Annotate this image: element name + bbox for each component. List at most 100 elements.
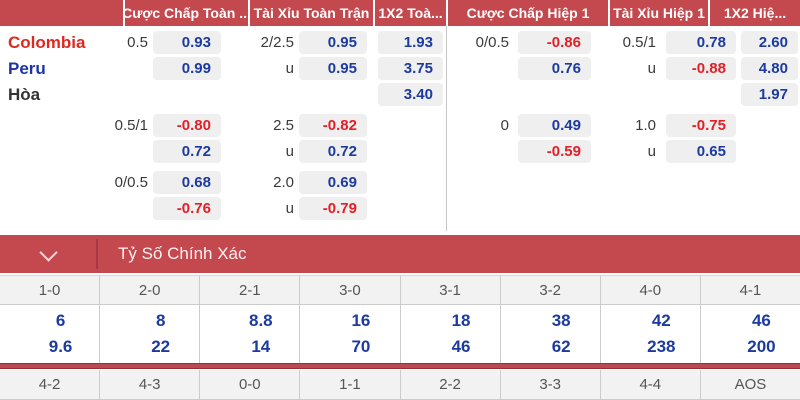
score-odds-bottom[interactable]: 14: [251, 337, 271, 356]
score-header-row-2: 4-2 4-3 0-0 1-1 2-2 3-3 4-4 AOS: [0, 370, 800, 400]
odds-pill-ou-h1[interactable]: [666, 197, 736, 220]
odds-pill-ou-ft[interactable]: -0.79: [299, 197, 367, 220]
odds-pill-1x2-ft[interactable]: 1.93: [378, 31, 443, 54]
score-header-row-1: 1-0 2-0 2-1 3-0 3-1 3-2 4-0 4-1: [0, 275, 800, 305]
odds-pill-1x2-h1[interactable]: [741, 114, 798, 137]
odds-table-header: Cược Chấp Toàn ... Tài Xỉu Toàn Trận 1X2…: [0, 0, 800, 26]
score-odds-top[interactable]: 6: [55, 311, 66, 330]
handicap-line-h1: 0: [500, 117, 509, 134]
odds-pill-1x2-ft[interactable]: 3.75: [378, 57, 443, 80]
total-line: u: [285, 60, 294, 77]
handicap-line: 0.5: [127, 34, 148, 51]
odds-pill-ou-ft[interactable]: 0.95: [299, 31, 367, 54]
score-label: 3-1: [400, 275, 501, 305]
col-header-overunder-fulltime: Tài Xỉu Toàn Trận: [248, 0, 373, 26]
score-label: 3-2: [500, 275, 601, 305]
odds-row: 0.5/1 -0.80 2.5 -0.82 0 0.49 1.0 -0.75: [0, 114, 800, 137]
odds-pill-ou-h1[interactable]: -0.75: [666, 114, 736, 137]
collapse-toggle[interactable]: [0, 235, 96, 273]
odds-table-body: Colombia 0.5 0.93 2/2.5 0.95 1.93 0/0.5 …: [0, 26, 800, 231]
odds-pill-ah-ft[interactable]: 0.68: [153, 171, 221, 194]
odds-pill-ou-ft[interactable]: -0.82: [299, 114, 367, 137]
odds-pill-ah-h1[interactable]: 0.49: [518, 114, 591, 137]
handicap-line: 0.5/1: [114, 117, 148, 134]
odds-pill-ah-h1[interactable]: [518, 171, 591, 194]
total-line: 2.0: [273, 174, 294, 191]
score-label: 0-0: [200, 370, 301, 400]
score-odds-column: 8 22: [100, 305, 201, 363]
odds-pill-ah-ft[interactable]: 0.72: [153, 140, 221, 163]
odds-pill-ou-h1[interactable]: [666, 171, 736, 194]
odds-pill-ah-h1[interactable]: -0.86: [518, 31, 591, 54]
score-odds-bottom[interactable]: 238: [647, 337, 676, 356]
section-header-divider: [96, 239, 98, 269]
score-odds-top[interactable]: 42: [651, 311, 671, 330]
score-odds-top[interactable]: 8: [155, 311, 166, 330]
odds-pill-1x2-ft[interactable]: [378, 114, 443, 137]
odds-pill-1x2-h1[interactable]: [741, 197, 798, 220]
odds-pill-ou-h1[interactable]: 0.78: [666, 31, 736, 54]
odds-pill-1x2-h1[interactable]: [741, 171, 798, 194]
score-odds-top[interactable]: 18: [451, 311, 471, 330]
halves-divider: [446, 26, 447, 231]
odds-pill-ou-h1[interactable]: 0.65: [666, 140, 736, 163]
odds-pill-ou-ft[interactable]: 0.95: [299, 57, 367, 80]
odds-pill-ou-ft[interactable]: [299, 83, 367, 106]
col-header-overunder-half1: Tài Xỉu Hiệp 1: [608, 0, 708, 26]
chevron-down-icon: [38, 242, 58, 262]
odds-pill-1x2-h1[interactable]: [741, 140, 798, 163]
score-label: 4-0: [600, 275, 701, 305]
odds-row: 0.72 u 0.72 -0.59 u 0.65: [0, 140, 800, 163]
odds-pill-ah-h1[interactable]: [518, 197, 591, 220]
score-label: 4-3: [100, 370, 201, 400]
score-odds-bottom[interactable]: 62: [551, 337, 571, 356]
odds-pill-ou-ft[interactable]: 0.72: [299, 140, 367, 163]
odds-pill-ah-h1[interactable]: [518, 83, 591, 106]
odds-pill-ah-ft[interactable]: -0.80: [153, 114, 221, 137]
section-title: Tỷ Số Chính Xác: [118, 244, 247, 263]
correct-score-section-header: Tỷ Số Chính Xác: [0, 235, 800, 273]
score-odds-top[interactable]: 8.8: [248, 311, 273, 330]
score-odds-bottom[interactable]: 22: [151, 337, 171, 356]
score-odds-top[interactable]: 46: [751, 311, 771, 330]
section-divider: [0, 363, 800, 369]
odds-pill-ou-h1[interactable]: [666, 83, 736, 106]
odds-pill-ou-ft[interactable]: 0.69: [299, 171, 367, 194]
odds-pill-1x2-ft[interactable]: 3.40: [378, 83, 443, 106]
odds-pill-1x2-ft[interactable]: [378, 171, 443, 194]
score-odds-top[interactable]: 38: [551, 311, 571, 330]
score-odds-top[interactable]: 16: [351, 311, 371, 330]
odds-pill-ah-ft[interactable]: 0.99: [153, 57, 221, 80]
score-odds-bottom[interactable]: 70: [351, 337, 371, 356]
score-label: 1-0: [0, 275, 101, 305]
odds-pill-1x2-ft[interactable]: [378, 140, 443, 163]
col-header-handicap-half1: Cược Chấp Hiệp 1: [446, 0, 608, 26]
odds-pill-ah-ft[interactable]: 0.93: [153, 31, 221, 54]
score-odds-column: 6 9.6: [0, 305, 101, 363]
score-odds-column: 46 200: [701, 305, 800, 363]
odds-pill-ah-ft[interactable]: -0.76: [153, 197, 221, 220]
score-label: 4-1: [700, 275, 800, 305]
odds-pill-ah-h1[interactable]: 0.76: [518, 57, 591, 80]
odds-pill-1x2-ft[interactable]: [378, 197, 443, 220]
score-odds-grid: 6 9.6 8 22 8.8 14 16 70 18 46 38 62 42 2…: [0, 305, 800, 363]
total-line: 2.5: [273, 117, 294, 134]
odds-pill-1x2-h1[interactable]: 1.97: [741, 83, 798, 106]
odds-pill-1x2-h1[interactable]: 4.80: [741, 57, 798, 80]
total-line-h1: u: [647, 60, 656, 77]
score-odds-bottom[interactable]: 9.6: [48, 337, 73, 356]
score-label: 4-4: [600, 370, 701, 400]
score-odds-bottom[interactable]: 46: [451, 337, 471, 356]
odds-row: Colombia 0.5 0.93 2/2.5 0.95 1.93 0/0.5 …: [0, 31, 800, 54]
score-label: 2-1: [200, 275, 301, 305]
odds-pill-1x2-h1[interactable]: 2.60: [741, 31, 798, 54]
score-label: 3-0: [300, 275, 401, 305]
score-odds-bottom[interactable]: 200: [747, 337, 776, 356]
odds-pill-ah-ft[interactable]: [153, 83, 221, 106]
handicap-line-h1: 0/0.5: [475, 34, 509, 51]
odds-pill-ah-h1[interactable]: -0.59: [518, 140, 591, 163]
odds-row: Peru 0.99 u 0.95 3.75 0.76 u -0.88 4.80: [0, 57, 800, 80]
score-label: 3-3: [500, 370, 601, 400]
odds-pill-ou-h1[interactable]: -0.88: [666, 57, 736, 80]
